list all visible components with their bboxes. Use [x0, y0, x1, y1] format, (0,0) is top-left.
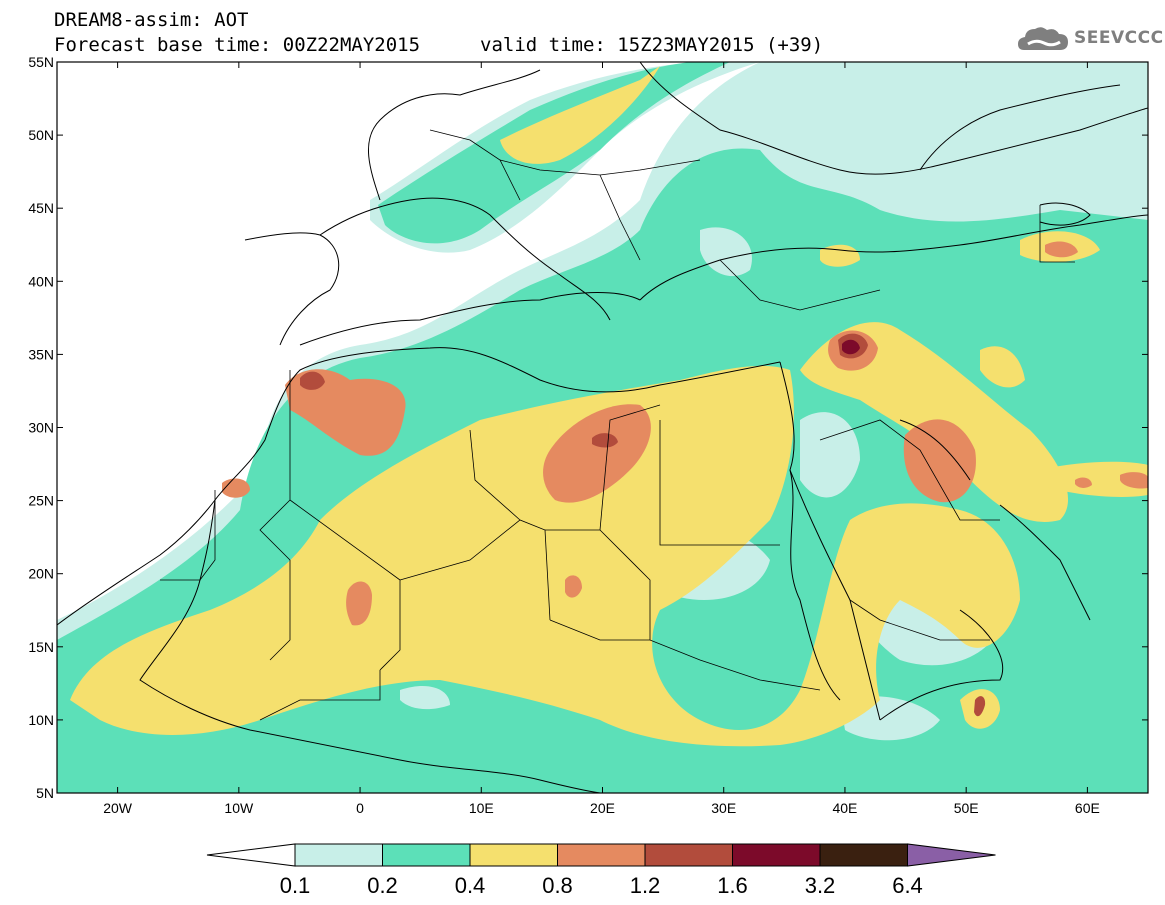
- lat-label: 40N: [28, 273, 54, 289]
- lon-label: 20W: [103, 800, 133, 816]
- aot-contour-0.4: [820, 244, 860, 267]
- lat-label: 55N: [28, 54, 54, 70]
- aot-contour-0.8: [903, 419, 976, 503]
- lon-label: 20E: [590, 800, 615, 816]
- lat-label: 45N: [28, 200, 54, 216]
- colorbar-upper-extension: [907, 843, 996, 867]
- lat-label: 20N: [28, 566, 54, 582]
- colorbar-label: 1.6: [717, 873, 748, 898]
- colorbar-segment: [819, 843, 908, 867]
- aot-contour-0.8: [1075, 477, 1092, 488]
- aot-contour-0.4: [1040, 461, 1148, 497]
- aot-contour-0.8: [565, 575, 582, 598]
- lat-label: 30N: [28, 420, 54, 436]
- lon-label: 50E: [954, 800, 979, 816]
- logo-text: SEEVCCC: [1074, 28, 1164, 48]
- lat-label: 25N: [28, 493, 54, 509]
- political-borders: [160, 129, 1075, 721]
- aot-contour-1.2: [592, 433, 618, 448]
- colorbar-lower-extension: [206, 843, 296, 867]
- aot-contour-0.8: [346, 581, 372, 626]
- colorbar-label: 1.2: [630, 873, 661, 898]
- colorbar-label: 0.1: [280, 873, 311, 898]
- lat-label: 15N: [28, 639, 54, 655]
- lat-label: 10N: [28, 712, 54, 728]
- lon-label: 10W: [224, 800, 254, 816]
- aot-contour-0.4: [500, 66, 660, 164]
- seevccc-logo: SEEVCCC: [1016, 22, 1163, 58]
- aot-contour-0.8: [285, 369, 406, 456]
- aot-colorbar: 0.1 0.2 0.4 0.8 1.2 1.6 3.2 6.4: [206, 843, 996, 898]
- latitude-axis: 55N 50N 45N 40N 35N 30N 25N 20N 15N 10N 5N: [28, 54, 1148, 801]
- lon-label: 0: [356, 800, 364, 816]
- aot-contour-0.1: [400, 685, 450, 710]
- lon-label: 60E: [1075, 800, 1100, 816]
- colorbar-segment: [294, 843, 383, 867]
- colorbar-label: 0.4: [455, 873, 486, 898]
- aot-contour-0.1: [700, 227, 752, 277]
- lat-label: 50N: [28, 127, 54, 143]
- aot-contour-1.6: [842, 339, 860, 355]
- aot-field: [57, 62, 1148, 793]
- colorbar-label: 0.8: [542, 873, 573, 898]
- lat-label: 5N: [36, 785, 54, 801]
- aot-contour-0.4: [70, 365, 1020, 747]
- colorbar-segment: [644, 843, 733, 867]
- lon-label: 40E: [832, 800, 857, 816]
- aot-contour-0.4: [980, 346, 1025, 388]
- colorbar-label: 3.2: [805, 873, 836, 898]
- aot-contour-0.8: [543, 404, 651, 503]
- aot-contour-1.2: [974, 696, 986, 717]
- lon-label: 30E: [711, 800, 736, 816]
- colorbar-label: 0.2: [367, 873, 398, 898]
- colorbar-segment: [557, 843, 646, 867]
- aot-contour-0.1: [800, 412, 860, 498]
- colorbar-label: 6.4: [892, 873, 923, 898]
- colorbar-segment: [382, 843, 471, 867]
- forecast-base-time: Forecast base time: 00Z22MAY2015: [54, 34, 421, 56]
- valid-time: valid time: 15Z23MAY2015 (+39): [480, 34, 824, 56]
- lon-label: 10E: [469, 800, 494, 816]
- colorbar-segment: [469, 843, 558, 867]
- aot-contour-0.8: [1045, 241, 1078, 258]
- map-title: DREAM8-assim: AOT: [54, 9, 249, 31]
- lat-label: 35N: [28, 346, 54, 362]
- aot-contour-1.2: [300, 371, 325, 390]
- colorbar-segment: [732, 843, 821, 867]
- longitude-axis: 20W 10W 0 10E 20E 30E 40E 50E 60E: [103, 62, 1100, 816]
- cloud-icon: [1018, 27, 1068, 50]
- aot-contour-0.8: [1120, 472, 1148, 489]
